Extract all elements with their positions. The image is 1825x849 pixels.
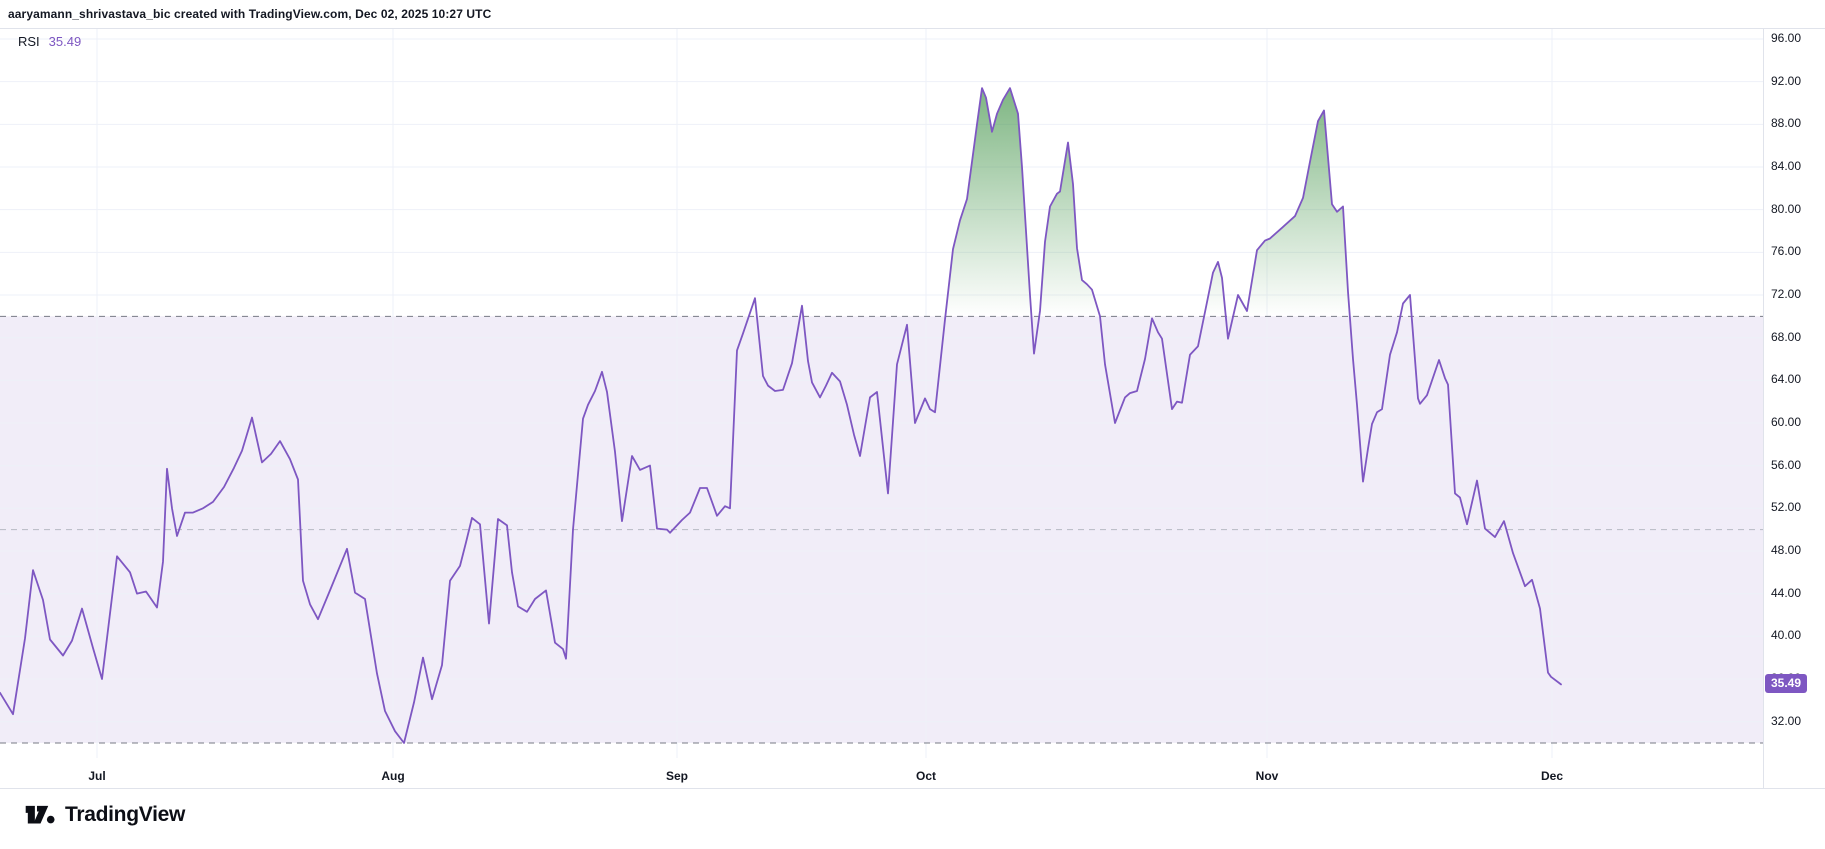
price-axis-label: 96.00: [1771, 31, 1802, 45]
indicator-name: RSI: [18, 34, 40, 49]
time-axis-label-nov: Nov: [1255, 769, 1279, 783]
price-axis-label: 80.00: [1771, 201, 1802, 216]
attribution-bar: aaryamann_shrivastava_bic created with T…: [0, 0, 1825, 28]
price-axis-label: 56.00: [1771, 457, 1802, 472]
time-axis-label-aug: Aug: [381, 769, 405, 783]
price-axis-label: 48.00: [1771, 542, 1802, 557]
price-axis-label: 64.00: [1771, 372, 1802, 387]
last-value-badge: 35.49: [1765, 674, 1808, 694]
tradingview-logo-text: TradingView: [65, 803, 186, 826]
price-axis-label: 32.00: [1771, 713, 1802, 728]
tradingview-logo[interactable]: TradingView: [25, 802, 185, 828]
rsi-plot-svg[interactable]: [0, 29, 1825, 788]
time-axis-label-dec: Dec: [1540, 769, 1563, 783]
time-axis-label-oct: Oct: [915, 769, 936, 783]
price-axis-label: 60.00: [1771, 414, 1802, 429]
indicator-legend[interactable]: RSI 35.49: [18, 34, 81, 49]
price-axis-label: 68.00: [1771, 329, 1802, 344]
tradingview-logo-icon: [25, 805, 55, 824]
indicator-value: 35.49: [48, 34, 82, 49]
price-axis-label: 88.00: [1771, 116, 1802, 131]
price-axis-label: 52.00: [1771, 500, 1802, 515]
price-axis-label: 40.00: [1771, 628, 1802, 643]
attribution-text: aaryamann_shrivastava_bic created with T…: [8, 7, 492, 21]
time-axis-label-sep: Sep: [665, 769, 688, 783]
price-axis-label: 84.00: [1771, 158, 1802, 173]
rsi-line: [0, 87, 1562, 744]
rsi-pane[interactable]: RSI 35.49 96.00 92.00 88.00 84.00 80.00 76.00…: [0, 28, 1825, 789]
time-axis-label-jul: Jul: [88, 769, 106, 783]
price-axis-label: 72.00: [1771, 286, 1802, 301]
price-axis-label: 44.00: [1771, 585, 1802, 600]
price-axis-label: 76.00: [1771, 244, 1802, 259]
price-axis-separator: [1763, 29, 1764, 788]
price-axis-label: 92.00: [1771, 73, 1802, 88]
